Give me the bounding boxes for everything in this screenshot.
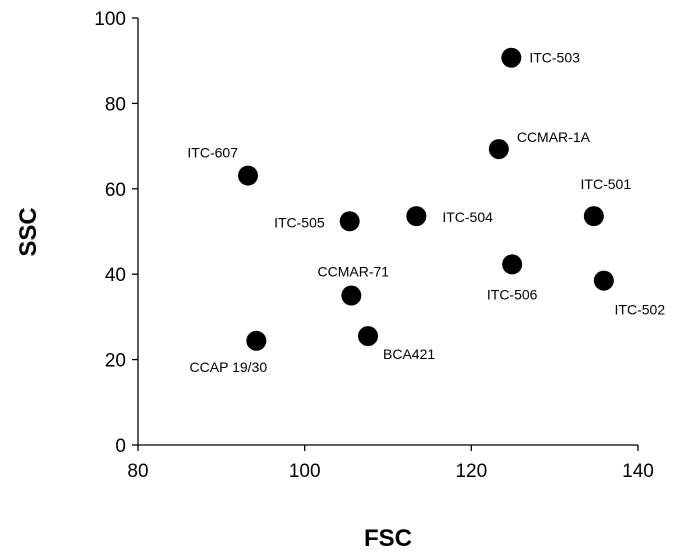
point-label: ITC-505	[274, 214, 325, 230]
x-tick-label: 140	[622, 461, 654, 482]
data-point	[488, 139, 509, 160]
y-ticks: 0 20 40 60 80 100	[94, 9, 138, 457]
y-tick-label: 40	[105, 265, 126, 286]
data-point	[406, 206, 427, 227]
point-label: ITC-501	[581, 176, 632, 192]
data-point	[341, 285, 362, 306]
data-point	[339, 211, 360, 232]
data-points	[238, 47, 614, 351]
point-labels: ITC-503 CCMAR-1A ITC-607 ITC-501 ITC-505 ITC-…	[187, 50, 665, 375]
y-tick-label: 100	[94, 9, 126, 30]
x-tick-label: 100	[289, 461, 321, 482]
point-label: ITC-504	[442, 209, 493, 225]
x-tick-label: 120	[455, 461, 487, 482]
y-axis-title: SSC	[15, 207, 42, 256]
axes	[137, 18, 638, 446]
data-point	[501, 47, 522, 68]
data-point	[593, 270, 614, 291]
point-label: ITC-607	[187, 145, 238, 161]
data-point	[246, 330, 267, 351]
y-tick-label: 80	[105, 94, 126, 115]
x-ticks: 80 100 120 140	[127, 445, 654, 482]
point-label: ITC-506	[487, 286, 538, 302]
point-label: CCMAR-1A	[517, 129, 591, 145]
point-label: ITC-503	[529, 50, 580, 66]
y-tick-label: 20	[105, 351, 126, 372]
data-point	[358, 326, 378, 347]
x-axis-title: FSC	[364, 525, 412, 552]
data-point	[502, 254, 523, 275]
x-tick-label: 80	[127, 461, 148, 482]
point-label: CCAP 19/30	[190, 359, 268, 375]
point-label: ITC-502	[615, 302, 666, 318]
point-label: BCA421	[383, 346, 435, 362]
point-label: CCMAR-71	[318, 264, 390, 280]
y-tick-label: 0	[115, 436, 126, 457]
data-point	[583, 206, 604, 227]
y-tick-label: 60	[105, 180, 126, 201]
data-point	[238, 165, 258, 186]
